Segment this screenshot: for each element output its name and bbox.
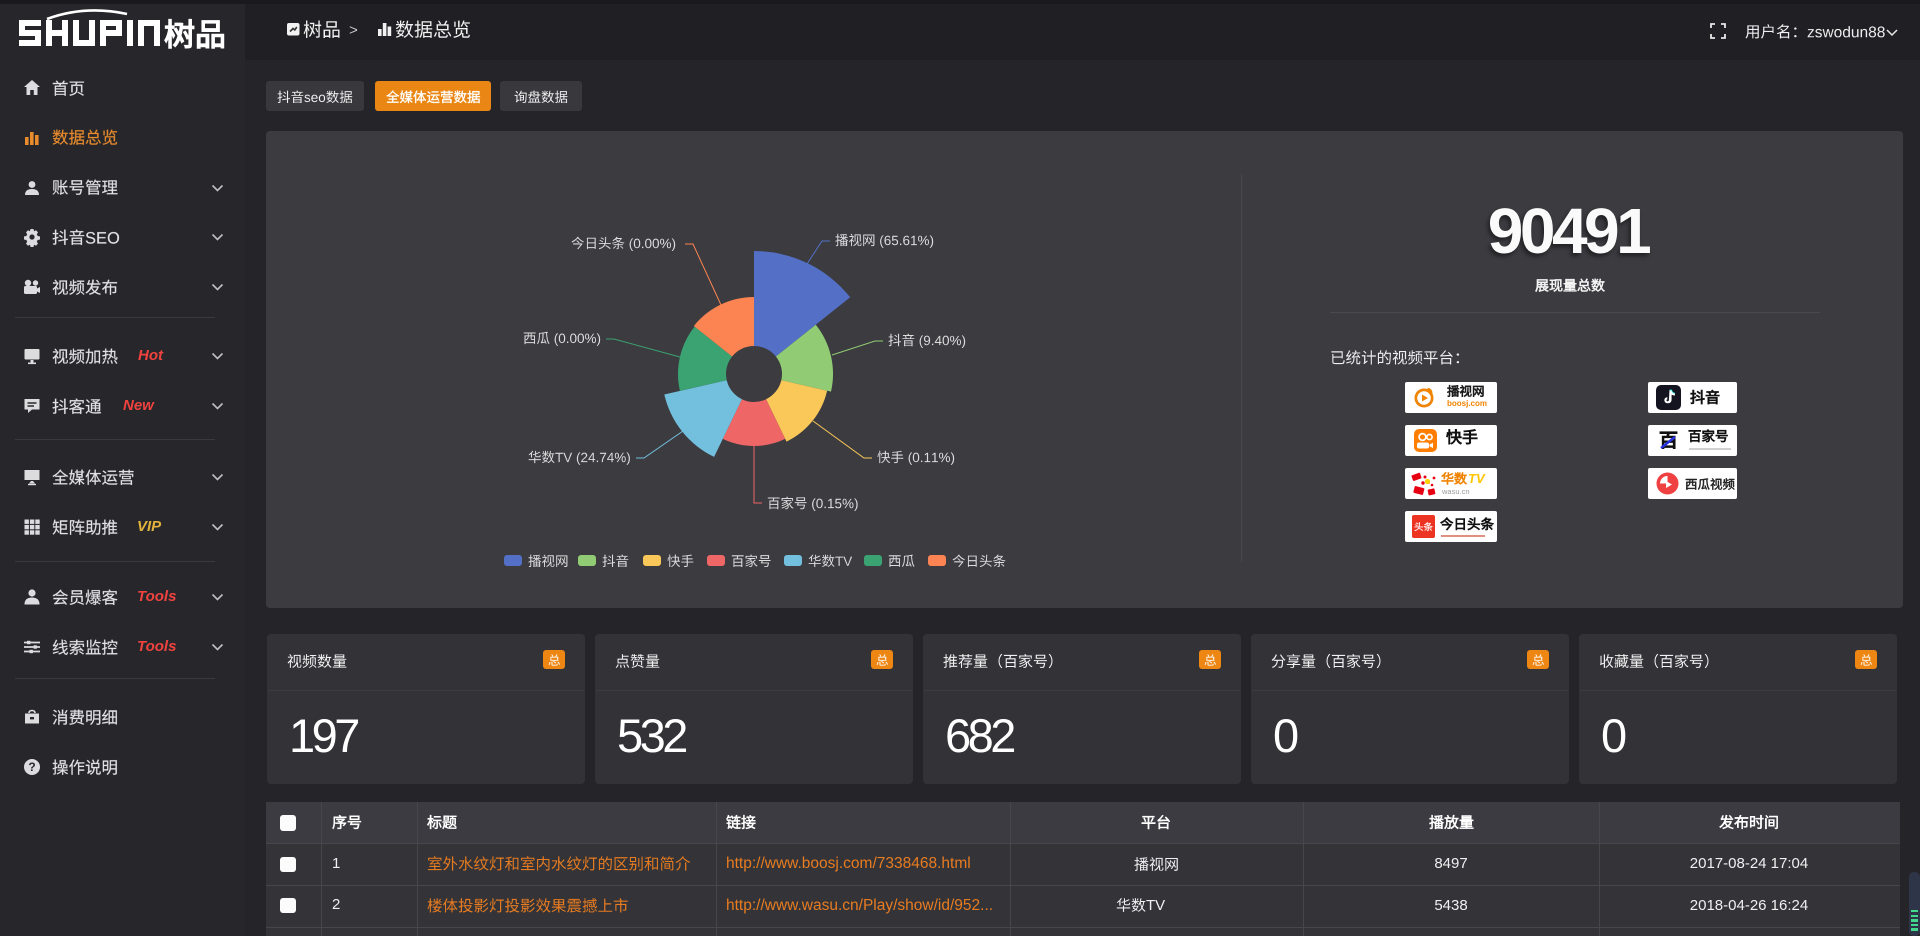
svg-text:?: ? — [28, 760, 35, 774]
